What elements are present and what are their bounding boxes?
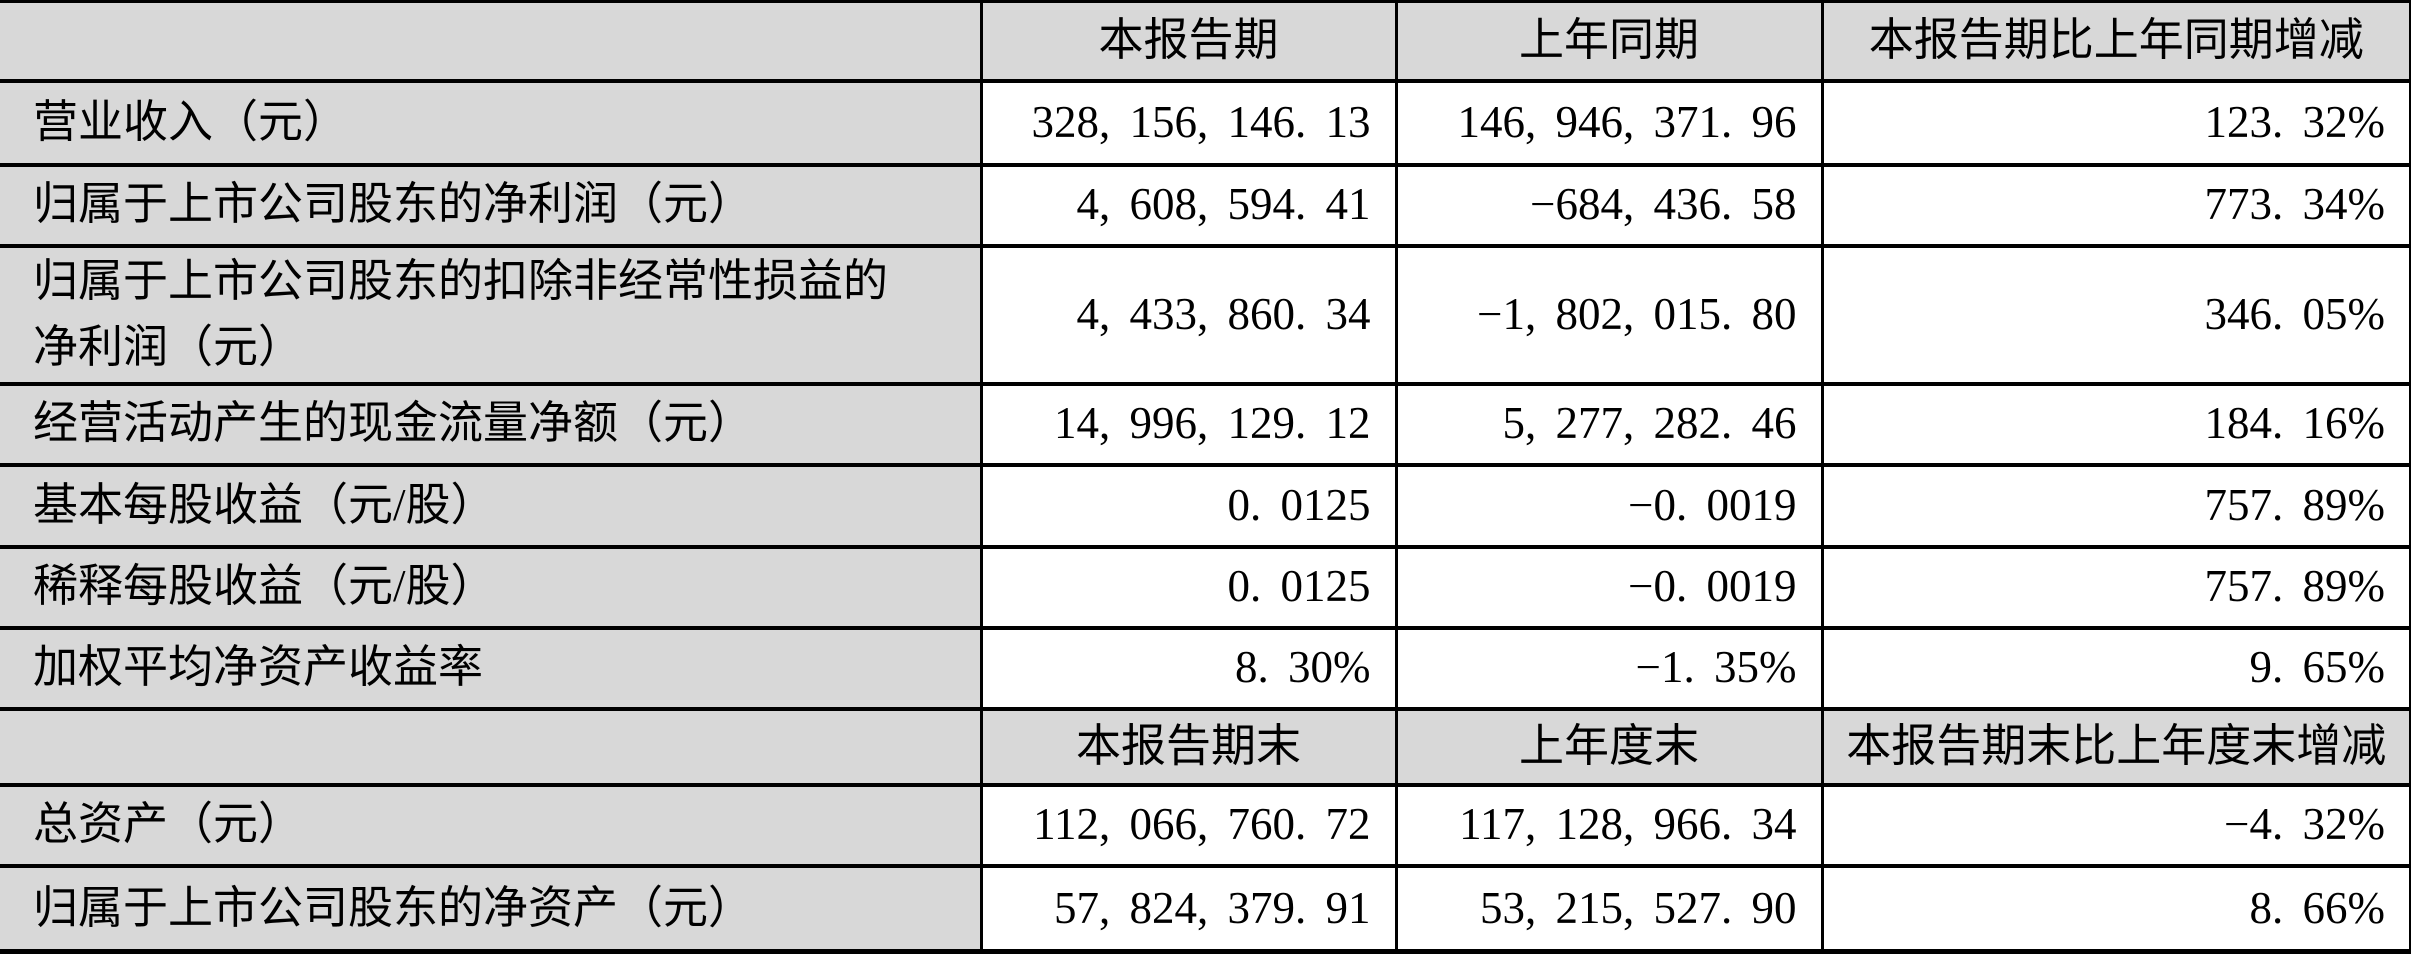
row-label: 总资产（元） — [0, 782, 981, 866]
row-net-profit-excl-nonrecurring: 归属于上市公司股东的扣除非经常性损益的净利润（元） 4, 433, 860. 3… — [0, 243, 2411, 384]
value-current: 0. 0125 — [979, 462, 1396, 547]
value-current: 4, 433, 860. 34 — [979, 243, 1396, 384]
row-label: 基本每股收益（元/股） — [0, 462, 981, 547]
row-label: 加权平均净资产收益率 — [0, 625, 981, 709]
header-corner-cell — [0, 706, 981, 785]
value-prior: −0. 0019 — [1394, 462, 1822, 547]
row-diluted-eps: 稀释每股收益（元/股） 0. 0125 −0. 0019 757. 89% — [0, 544, 2411, 628]
value-prior: 146, 946, 371. 96 — [1394, 78, 1822, 165]
row-weighted-avg-roe: 加权平均净资产收益率 8. 30% −1. 35% 9. 65% — [0, 625, 2411, 709]
header-prior-year-end: 上年度末 — [1394, 706, 1822, 785]
value-prior: −1. 35% — [1394, 625, 1822, 709]
row-label: 归属于上市公司股东的扣除非经常性损益的净利润（元） — [0, 243, 981, 384]
value-change: −4. 32% — [1820, 782, 2411, 866]
row-label: 稀释每股收益（元/股） — [0, 544, 981, 628]
value-change: 123. 32% — [1820, 78, 2411, 165]
row-basic-eps: 基本每股收益（元/股） 0. 0125 −0. 0019 757. 89% — [0, 462, 2411, 547]
value-current: 14, 996, 129. 12 — [979, 381, 1396, 465]
row-label: 归属于上市公司股东的净资产（元） — [0, 863, 981, 952]
header-current-period: 本报告期 — [979, 1, 1396, 81]
header-current-period-end: 本报告期末 — [979, 706, 1396, 785]
value-current: 8. 30% — [979, 625, 1396, 709]
value-current: 112, 066, 760. 72 — [979, 782, 1396, 866]
value-change: 757. 89% — [1820, 544, 2411, 628]
row-label: 营业收入（元） — [0, 78, 981, 165]
row-operating-cash-flow: 经营活动产生的现金流量净额（元） 14, 996, 129. 12 5, 277… — [0, 381, 2411, 465]
value-prior: 5, 277, 282. 46 — [1394, 381, 1822, 465]
row-label: 经营活动产生的现金流量净额（元） — [0, 381, 981, 465]
header-row-current-period: 本报告期 上年同期 本报告期比上年同期增减 — [0, 1, 2411, 81]
header-change-period: 本报告期比上年同期增减 — [1820, 1, 2411, 81]
row-label: 归属于上市公司股东的净利润（元） — [0, 162, 981, 246]
value-change: 8. 66% — [1820, 863, 2411, 952]
row-operating-revenue: 营业收入（元） 328, 156, 146. 13 146, 946, 371.… — [0, 78, 2411, 165]
value-current: 0. 0125 — [979, 544, 1396, 628]
value-current: 57, 824, 379. 91 — [979, 863, 1396, 952]
value-change: 773. 34% — [1820, 162, 2411, 246]
value-prior: 117, 128, 966. 34 — [1394, 782, 1822, 866]
header-corner-cell — [0, 1, 981, 81]
value-prior: −1, 802, 015. 80 — [1394, 243, 1822, 384]
value-current: 328, 156, 146. 13 — [979, 78, 1396, 165]
row-net-profit: 归属于上市公司股东的净利润（元） 4, 608, 594. 41 −684, 4… — [0, 162, 2411, 246]
row-total-assets: 总资产（元） 112, 066, 760. 72 117, 128, 966. … — [0, 782, 2411, 866]
value-prior: 53, 215, 527. 90 — [1394, 863, 1822, 952]
row-net-assets: 归属于上市公司股东的净资产（元） 57, 824, 379. 91 53, 21… — [0, 863, 2411, 952]
header-row-period-end: 本报告期末 上年度末 本报告期末比上年度末增减 — [0, 706, 2411, 785]
value-change: 346. 05% — [1820, 243, 2411, 384]
value-change: 184. 16% — [1820, 381, 2411, 465]
value-prior: −684, 436. 58 — [1394, 162, 1822, 246]
value-prior: −0. 0019 — [1394, 544, 1822, 628]
header-change-period-end: 本报告期末比上年度末增减 — [1820, 706, 2411, 785]
value-current: 4, 608, 594. 41 — [979, 162, 1396, 246]
value-change: 9. 65% — [1820, 625, 2411, 709]
value-change: 757. 89% — [1820, 462, 2411, 547]
header-prior-period: 上年同期 — [1394, 1, 1822, 81]
